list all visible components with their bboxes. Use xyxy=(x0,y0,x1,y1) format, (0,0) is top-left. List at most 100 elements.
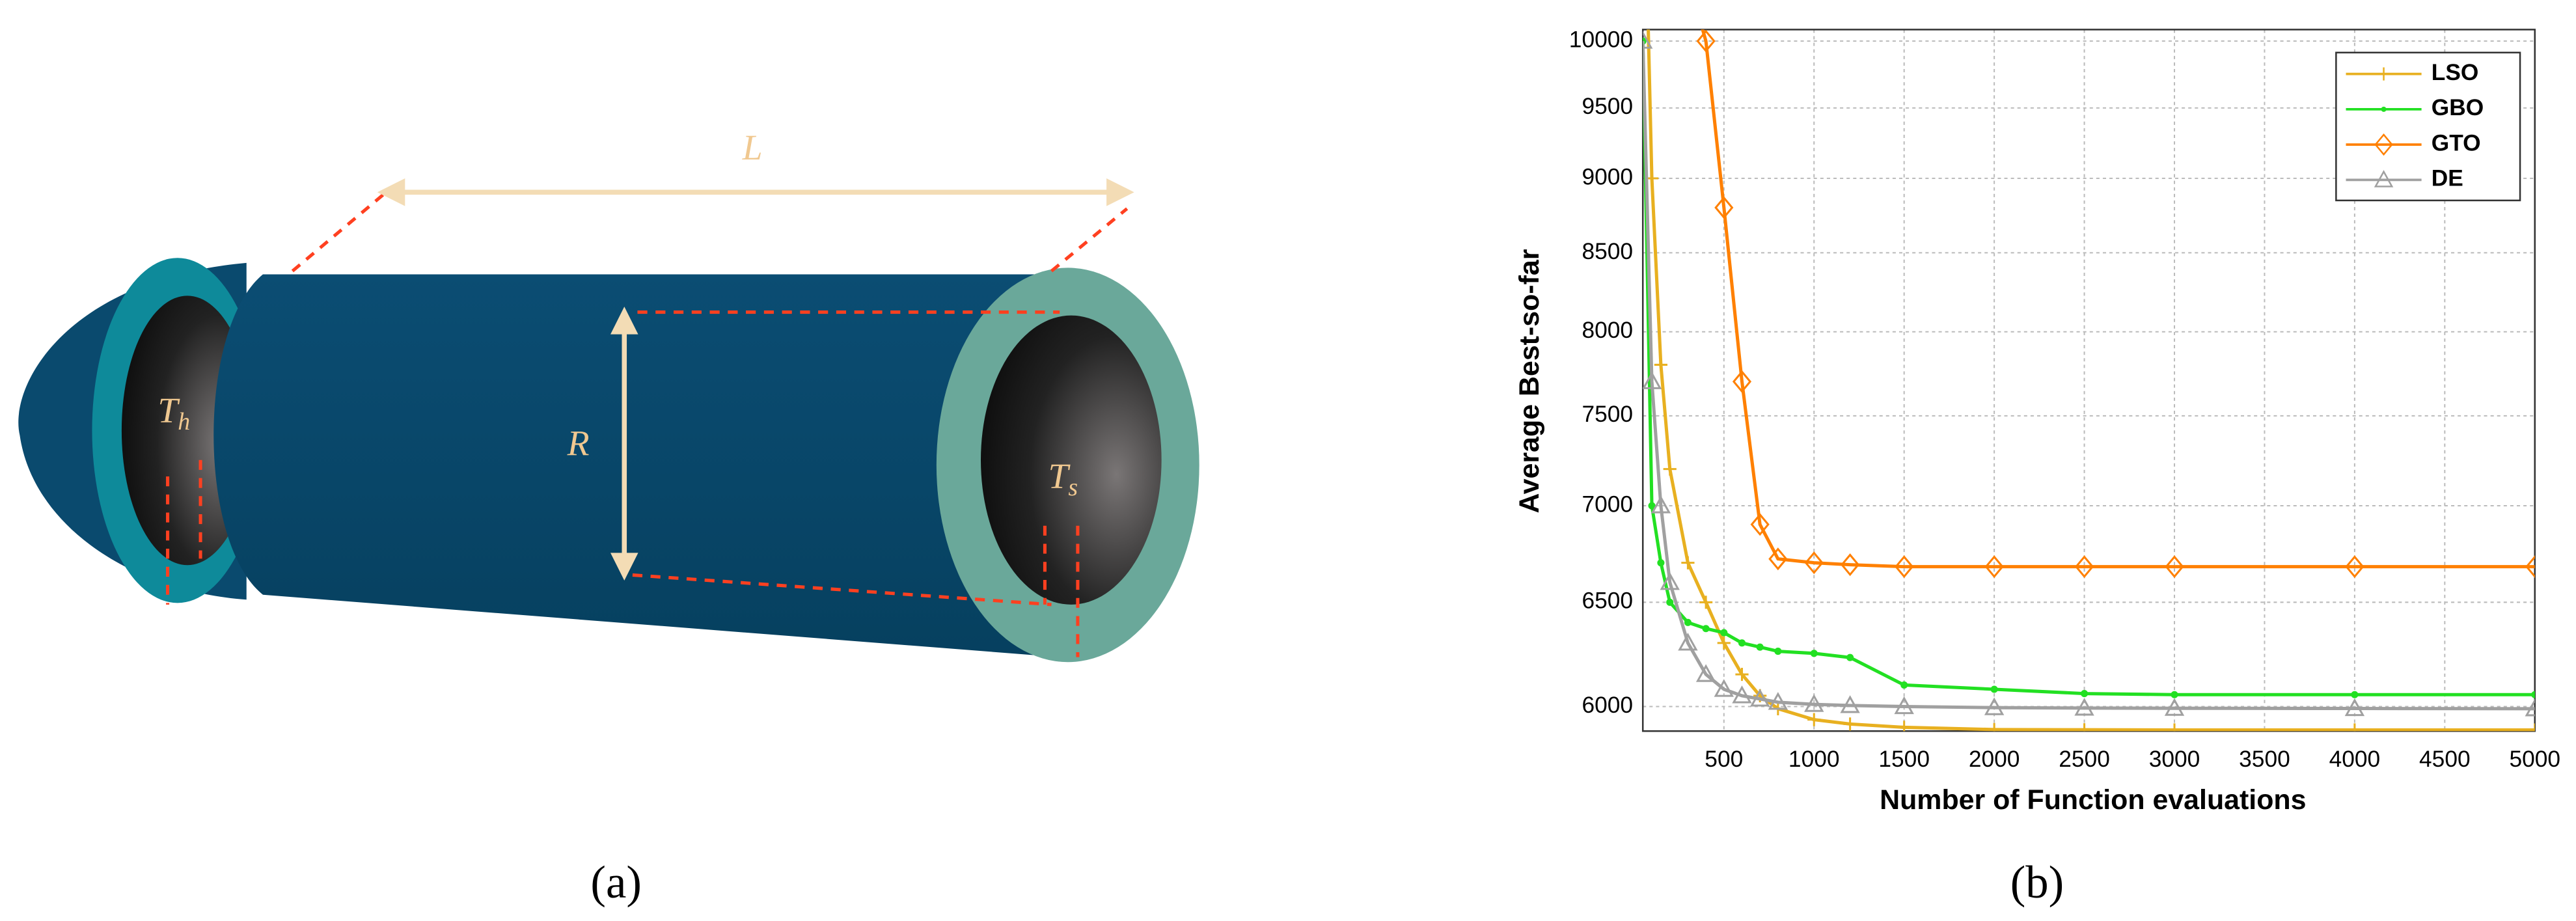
ts-main: T xyxy=(1048,457,1071,497)
marker xyxy=(1699,596,1713,609)
y-tick-label: 6500 xyxy=(1582,588,1633,614)
th-main: T xyxy=(158,391,180,431)
marker xyxy=(1756,643,1764,651)
legend-marker xyxy=(2381,106,2387,112)
x-tick-label: 2500 xyxy=(2059,747,2110,772)
marker xyxy=(2525,555,2535,579)
legend-marker xyxy=(2381,106,2387,112)
y-tick-label: 6000 xyxy=(1582,693,1633,718)
marker xyxy=(1749,689,1770,707)
legend-marker xyxy=(2377,67,2391,81)
legend-marker xyxy=(2377,67,2391,81)
marker xyxy=(1643,31,1653,49)
x-label: Number of Function evaluations xyxy=(1880,784,2306,816)
marker xyxy=(2165,555,2184,579)
marker xyxy=(2164,698,2185,716)
marker xyxy=(1660,572,1680,590)
legend-label: GTO xyxy=(2432,130,2481,156)
series-line xyxy=(1701,29,2535,569)
marker xyxy=(1732,370,1752,393)
marker xyxy=(1651,495,1671,514)
marker xyxy=(1648,502,1656,510)
marker xyxy=(2531,691,2535,698)
marker xyxy=(1774,648,1782,655)
legend-marker xyxy=(2374,133,2393,156)
marker xyxy=(2345,555,2364,579)
series-line xyxy=(1643,41,2535,696)
marker xyxy=(2351,691,2359,698)
label-l: L xyxy=(742,128,763,168)
marker xyxy=(1657,559,1665,567)
marker xyxy=(1988,722,2001,732)
y-tick-label: 7500 xyxy=(1582,402,1633,427)
marker xyxy=(1804,551,1824,575)
x-tick-label: 4000 xyxy=(2329,747,2381,772)
marker xyxy=(1666,598,1674,606)
series xyxy=(1696,29,2535,579)
marker xyxy=(1732,685,1752,704)
marker xyxy=(1695,664,1716,682)
marker xyxy=(1738,639,1746,647)
marker xyxy=(2074,698,2094,716)
marker xyxy=(2167,723,2182,732)
marker xyxy=(1894,696,1914,715)
y-tick-label: 8000 xyxy=(1582,318,1633,343)
marker xyxy=(1768,547,1788,571)
legend-label: DE xyxy=(2432,166,2463,191)
label-th: Th xyxy=(158,391,190,435)
marker xyxy=(1840,695,1860,713)
marker xyxy=(1735,667,1749,681)
marker xyxy=(1684,618,1692,626)
marker xyxy=(2171,691,2178,698)
series xyxy=(1643,31,2535,717)
x-tick-label: 4500 xyxy=(2419,747,2471,772)
marker xyxy=(1750,513,1770,536)
marker xyxy=(1696,29,1716,53)
marker xyxy=(1984,555,2004,579)
diagram: L R Th Ts xyxy=(18,128,1199,663)
x-tick-label: 3500 xyxy=(2239,747,2290,772)
ts-sub: s xyxy=(1068,474,1078,501)
y-tick-label: 8500 xyxy=(1582,239,1633,264)
marker xyxy=(1895,555,1914,579)
legend: LSO GBO GTO DE xyxy=(2335,51,2521,202)
x-tick-label: 5000 xyxy=(2509,747,2560,772)
marker xyxy=(1714,679,1734,697)
marker xyxy=(1654,358,1667,372)
marker xyxy=(2074,555,2094,579)
marker xyxy=(1717,636,1731,650)
marker xyxy=(1702,625,1710,633)
marker xyxy=(1897,721,1911,732)
marker xyxy=(2348,723,2361,732)
y-tick-label: 7000 xyxy=(1582,491,1633,517)
tube xyxy=(213,274,1060,657)
marker xyxy=(1714,196,1734,219)
marker xyxy=(2528,723,2535,732)
arrows xyxy=(377,178,1134,581)
legend-label: LSO xyxy=(2432,60,2479,85)
label-ts: Ts xyxy=(1048,457,1078,501)
dims xyxy=(166,191,1129,657)
marker xyxy=(1900,681,1908,689)
legend-marker xyxy=(2374,170,2394,187)
series-layer xyxy=(1643,29,2535,732)
x-tick-label: 2000 xyxy=(1969,747,2020,772)
legend-box xyxy=(2335,51,2521,202)
caption-a: (a) xyxy=(590,857,641,908)
marker xyxy=(1804,694,1824,712)
marker xyxy=(1678,633,1698,651)
legend-marker xyxy=(2374,170,2394,187)
legend-label: GBO xyxy=(2432,95,2484,120)
th-sub: h xyxy=(178,408,190,435)
marker xyxy=(1846,653,1854,661)
marker xyxy=(1643,371,1662,389)
marker xyxy=(1768,692,1788,710)
marker xyxy=(2081,690,2089,698)
marker xyxy=(1843,717,1857,731)
y-tick-label: 9000 xyxy=(1582,164,1633,189)
x-tick-label: 3000 xyxy=(2149,747,2200,772)
series-line xyxy=(1643,41,2535,711)
marker xyxy=(1810,650,1818,657)
caption-b: (b) xyxy=(2010,857,2064,908)
